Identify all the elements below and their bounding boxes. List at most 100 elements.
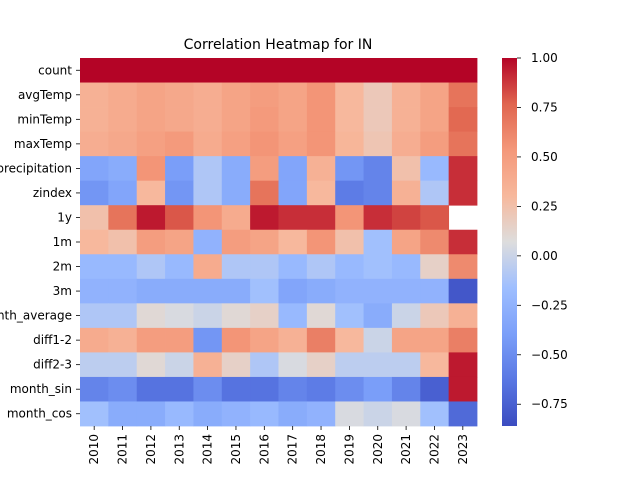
- column-label: 2019: [342, 434, 356, 465]
- heatmap-cell-minTemp-2010: [80, 107, 109, 132]
- heatmap-cell-diff1-2-2019: [335, 327, 364, 353]
- heatmap-cell-month_cos-2018: [306, 401, 336, 427]
- row-label: month_cos: [7, 407, 72, 421]
- column-label: 2017: [286, 434, 300, 465]
- heatmap-cell-1y-2021: [391, 205, 421, 231]
- column-label: 2015: [229, 434, 243, 465]
- heatmap-cell-maxTemp-2018: [306, 131, 336, 157]
- heatmap-cell-month_cos-2023: [448, 401, 478, 427]
- heatmap-cell-precipitation-2011: [108, 156, 138, 182]
- heatmap-cell-precipitation-2015: [221, 156, 251, 182]
- heatmap-cell-zindex-2011: [108, 180, 138, 206]
- colorbar-tick-label: 0.50: [531, 150, 558, 164]
- heatmap-cell-diff1-2-2015: [221, 327, 251, 353]
- heatmap-cell-avgTemp-2014: [193, 82, 223, 108]
- heatmap-cell-1m-2014: [193, 229, 223, 255]
- heatmap-cell-month_average-2020: [363, 303, 393, 329]
- colorbar-tick-label: −0.75: [531, 397, 568, 411]
- heatmap-cell-month_sin-2012: [136, 376, 166, 402]
- heatmap-cell-diff1-2-2023: [448, 327, 478, 353]
- heatmap-cell-month_average-2012: [136, 303, 166, 329]
- heatmap-cell-month_sin-2019: [335, 376, 364, 402]
- heatmap-cell-3m-2010: [80, 278, 109, 304]
- heatmap-cell-diff2-3-2019: [335, 352, 364, 378]
- heatmap-cell-month_sin-2016: [250, 376, 279, 402]
- heatmap-cell-maxTemp-2010: [80, 131, 109, 157]
- heatmap-cell-precipitation-2018: [306, 156, 336, 182]
- heatmap-cell-2m-2012: [136, 254, 166, 280]
- heatmap-cell-2m-2019: [335, 254, 364, 280]
- colorbar-tick-label: 0.00: [531, 249, 558, 263]
- heatmap-cell-diff2-3-2021: [391, 352, 421, 378]
- colorbar-tick-label: 0.25: [531, 199, 558, 213]
- heatmap-cell-1m-2017: [278, 229, 308, 255]
- heatmap-cell-minTemp-2022: [420, 107, 450, 132]
- heatmap-cell-diff1-2-2018: [306, 327, 336, 353]
- heatmap-cell-precipitation-2016: [250, 156, 279, 182]
- heatmap-cell-minTemp-2012: [136, 107, 166, 132]
- heatmap-cell-avgTemp-2013: [165, 82, 194, 108]
- heatmap-cell-diff1-2-2016: [250, 327, 279, 353]
- column-label: 2022: [427, 434, 441, 465]
- heatmap-cell-maxTemp-2023: [448, 131, 478, 157]
- heatmap-cell-1y-2020: [363, 205, 393, 231]
- heatmap-cell-1m-2023: [448, 229, 478, 255]
- heatmap-cell-diff1-2-2022: [420, 327, 450, 353]
- heatmap-cell-diff1-2-2012: [136, 327, 166, 353]
- heatmap-cell-1m-2015: [221, 229, 251, 255]
- column-label: 2018: [314, 434, 328, 465]
- colorbar: [502, 58, 517, 426]
- heatmap-cell-avgTemp-2022: [420, 82, 450, 108]
- heatmap-cell-1y-2013: [165, 205, 194, 231]
- column-label: 2020: [371, 434, 385, 465]
- row-label: 3m: [53, 284, 72, 298]
- heatmap-cell-maxTemp-2021: [391, 131, 421, 157]
- heatmap-cell-1m-2022: [420, 229, 450, 255]
- heatmap-cell-1m-2021: [391, 229, 421, 255]
- heatmap-cell-avgTemp-2017: [278, 82, 308, 108]
- colorbar-tick-label: 1.00: [531, 51, 558, 65]
- heatmap-cell-diff1-2-2010: [80, 327, 109, 353]
- heatmap-cell-avgTemp-2021: [391, 82, 421, 108]
- row-label: month_sin: [10, 382, 72, 396]
- heatmap-cell-1y-2022: [420, 205, 450, 231]
- heatmap-cell-zindex-2013: [165, 180, 194, 206]
- heatmap-cell-2m-2010: [80, 254, 109, 280]
- heatmap-cell-count-2022: [420, 58, 450, 83]
- heatmap-cell-avgTemp-2012: [136, 82, 166, 108]
- heatmap-cell-precipitation-2023: [448, 156, 478, 182]
- heatmap-cell-zindex-2021: [391, 180, 421, 206]
- heatmap-cell-month_average-2014: [193, 303, 223, 329]
- heatmap-cell-count-2018: [306, 58, 336, 83]
- heatmap-cell-month_cos-2015: [221, 401, 251, 427]
- heatmap-cell-3m-2011: [108, 278, 138, 304]
- heatmap-cell-3m-2020: [363, 278, 393, 304]
- heatmap-cell-month_sin-2022: [420, 376, 450, 402]
- heatmap-cell-month_sin-2014: [193, 376, 223, 402]
- heatmap-cell-1y-2010: [80, 205, 109, 231]
- heatmap-cell-diff1-2-2011: [108, 327, 138, 353]
- heatmap-cell-diff1-2-2013: [165, 327, 194, 353]
- heatmap-cell-precipitation-2014: [193, 156, 223, 182]
- heatmap-cell-month_average-2023: [448, 303, 478, 329]
- heatmap-cell-month_sin-2017: [278, 376, 308, 402]
- heatmap-cell-3m-2018: [306, 278, 336, 304]
- heatmap-cell-3m-2014: [193, 278, 223, 304]
- heatmap-cell-month_cos-2011: [108, 401, 138, 427]
- column-label: 2023: [456, 434, 470, 465]
- column-label: 2016: [257, 434, 271, 465]
- heatmap-cell-1m-2019: [335, 229, 364, 255]
- heatmap-cell-avgTemp-2019: [335, 82, 364, 108]
- heatmap-cell-precipitation-2020: [363, 156, 393, 182]
- heatmap-cell-month_sin-2010: [80, 376, 109, 402]
- heatmap-cell-zindex-2017: [278, 180, 308, 206]
- heatmap-cell-minTemp-2011: [108, 107, 138, 132]
- heatmap-cell-diff2-3-2023: [448, 352, 478, 378]
- column-label: 2011: [116, 434, 130, 465]
- column-label: 2013: [172, 434, 186, 465]
- heatmap-cell-3m-2022: [420, 278, 450, 304]
- heatmap-cell-zindex-2014: [193, 180, 223, 206]
- heatmap-cell-avgTemp-2011: [108, 82, 138, 108]
- heatmap-cell-month_cos-2014: [193, 401, 223, 427]
